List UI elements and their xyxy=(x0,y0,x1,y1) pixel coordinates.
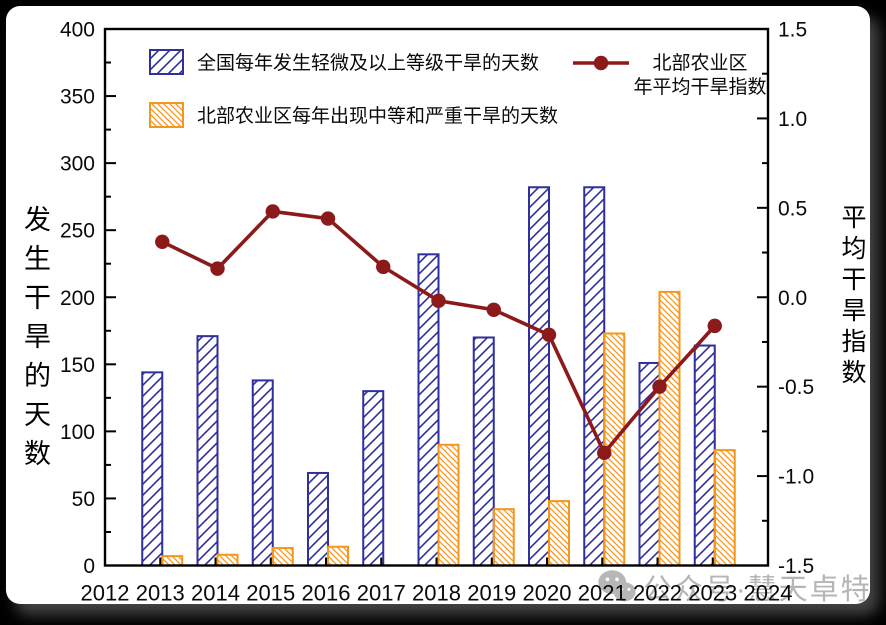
wechat-icon xyxy=(598,570,636,602)
bar-national-2016 xyxy=(307,471,329,567)
right-tick-label--1.5: -1.5 xyxy=(778,555,814,578)
bar-northern-2019 xyxy=(492,508,515,567)
x-tick-label-2024: 2024 xyxy=(744,581,793,606)
legend-label-northern-bars: 北部农业区每年出现中等和严重干旱的天数 xyxy=(197,105,558,127)
x-tick-label-2015: 2015 xyxy=(246,581,295,606)
left-tick-label-50: 50 xyxy=(72,488,95,511)
x-tick-label-2021: 2021 xyxy=(578,581,627,606)
index-point-2014 xyxy=(210,261,225,276)
bar-northern-2013 xyxy=(161,555,184,567)
index-point-2022 xyxy=(652,379,667,394)
left-tick-label-250: 250 xyxy=(60,220,95,243)
bar-national-2023 xyxy=(693,344,716,567)
x-tick-label-2018: 2018 xyxy=(412,581,461,606)
legend-swatch-national xyxy=(149,49,184,75)
bar-national-2013 xyxy=(141,371,164,567)
watermark: 公众号·慧天卓特 xyxy=(596,566,872,608)
plot-frame xyxy=(103,27,770,567)
right-tick-label-0.0: 0.0 xyxy=(778,287,807,310)
index-point-2016 xyxy=(320,211,336,226)
x-tick-label-2017: 2017 xyxy=(357,581,406,606)
bar-northern-2014 xyxy=(216,553,239,567)
x-tick-label-2014: 2014 xyxy=(191,581,240,606)
watermark-text: 公众号·慧天卓特 xyxy=(643,574,872,606)
legend-line-marker xyxy=(593,55,609,71)
bar-northern-2015 xyxy=(271,547,294,567)
index-point-2017 xyxy=(376,259,391,275)
right-tick-label-1.5: 1.5 xyxy=(778,19,807,42)
legend-label-index-line-1: 北部农业区 xyxy=(652,52,747,74)
index-point-2023 xyxy=(707,318,722,334)
index-point-2020 xyxy=(541,327,557,343)
right-axis-title: 平均干旱指数 xyxy=(838,204,866,390)
bar-national-2021 xyxy=(583,186,606,567)
right-tick-label-1.0: 1.0 xyxy=(778,108,807,131)
left-tick-label-100: 100 xyxy=(60,421,95,444)
bar-national-2020 xyxy=(528,186,550,567)
bar-national-2015 xyxy=(251,379,274,567)
bar-national-2017 xyxy=(362,390,385,567)
bar-northern-2023 xyxy=(713,449,736,567)
bar-northern-2022 xyxy=(658,290,681,567)
right-tick-label--1.0: -1.0 xyxy=(778,466,814,489)
bar-national-2019 xyxy=(472,336,495,567)
index-point-2021 xyxy=(597,445,612,461)
right-tick-label-0.5: 0.5 xyxy=(778,197,807,220)
bar-northern-2016 xyxy=(327,545,349,567)
left-tick-label-300: 300 xyxy=(60,153,95,176)
legend-label-index-line-2: 年平均干旱指数 xyxy=(633,76,766,98)
x-tick-label-2022: 2022 xyxy=(633,581,682,606)
x-tick-label-2012: 2012 xyxy=(81,581,130,606)
x-tick-label-2019: 2019 xyxy=(467,581,516,606)
x-tick-label-2016: 2016 xyxy=(302,581,351,606)
bar-northern-2018 xyxy=(437,443,460,567)
left-tick-label-350: 350 xyxy=(60,86,95,109)
index-point-2015 xyxy=(265,204,280,219)
legend-swatch-northern xyxy=(149,102,184,128)
left-tick-label-150: 150 xyxy=(60,354,95,377)
legend-label-national-bars: 全国每年发生轻微及以上等级干旱的天数 xyxy=(197,52,539,74)
x-tick-label-2020: 2020 xyxy=(523,581,572,606)
index-point-2018 xyxy=(431,293,446,309)
index-point-2019 xyxy=(486,302,501,317)
x-tick-label-2023: 2023 xyxy=(688,581,737,606)
right-tick-label--0.5: -0.5 xyxy=(778,376,814,399)
bar-national-2022 xyxy=(638,361,661,567)
index-point-2013 xyxy=(155,234,170,250)
left-tick-label-0: 0 xyxy=(83,555,95,578)
x-tick-label-2013: 2013 xyxy=(136,581,185,606)
bar-national-2014 xyxy=(196,335,219,567)
left-tick-label-200: 200 xyxy=(60,287,95,310)
left-axis-title: 发生干旱的天数 xyxy=(20,205,50,478)
left-tick-label-400: 400 xyxy=(60,19,95,42)
bar-northern-2020 xyxy=(548,500,570,567)
